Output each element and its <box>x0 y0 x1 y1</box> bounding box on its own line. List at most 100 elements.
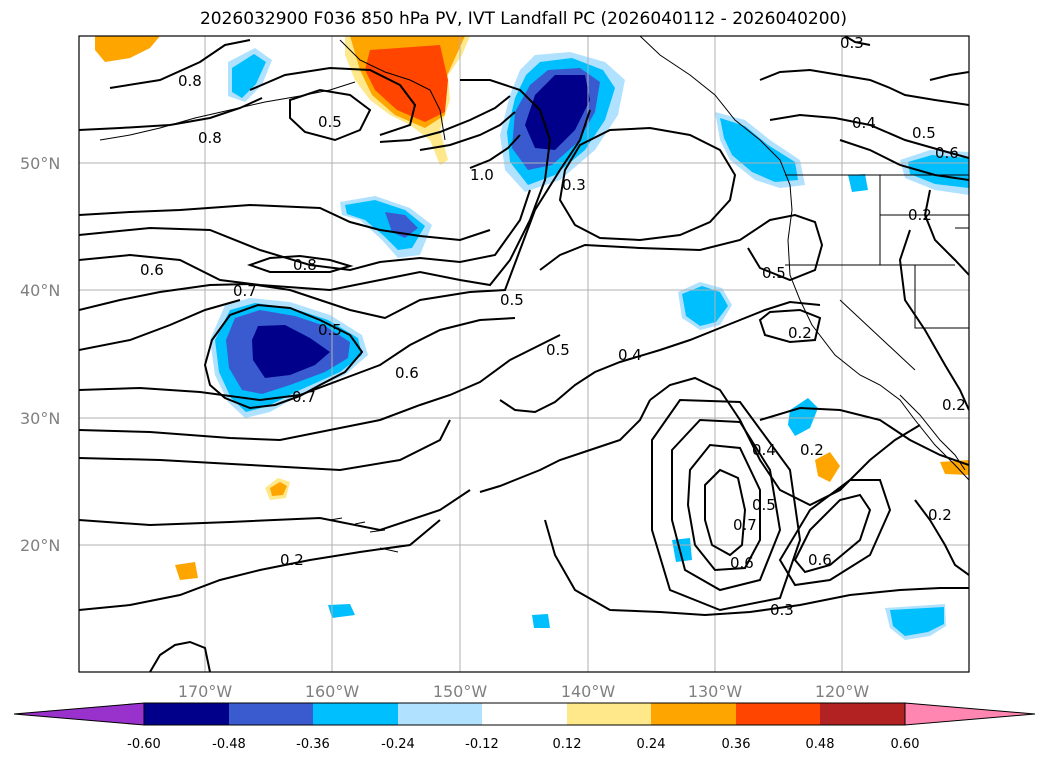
colorbar-tick-label: 0.12 <box>553 737 582 752</box>
contour-label: 0.2 <box>788 324 812 342</box>
contour-line <box>109 39 251 89</box>
contour-label: 0.4 <box>618 346 642 364</box>
contour-line <box>499 300 821 414</box>
contour-label: 0.6 <box>935 144 959 162</box>
contour-label: 0.6 <box>730 554 754 572</box>
state-borders <box>785 174 969 371</box>
contour-line <box>289 88 372 142</box>
contour-line <box>759 406 969 466</box>
lon-label: 130°W <box>688 682 743 701</box>
positive-anomaly-region <box>95 36 160 62</box>
colorbar-low-extension <box>13 702 145 726</box>
colorbar-bin <box>567 703 651 725</box>
negative-anomaly-region <box>848 174 868 192</box>
baja-peninsula <box>899 394 966 471</box>
contour-line <box>79 203 491 242</box>
contour-label: 0.7 <box>733 516 757 534</box>
contour-line <box>671 418 782 592</box>
contour-line <box>79 317 516 402</box>
contour-line <box>898 229 969 411</box>
contour-line <box>79 79 552 292</box>
contour-label: 1.0 <box>470 166 494 184</box>
negative-anomaly-region <box>252 325 330 378</box>
contour-label: 0.2 <box>908 206 932 224</box>
contour-label: 0.2 <box>928 506 952 524</box>
colorbar-tick-label: -0.48 <box>212 737 246 752</box>
lon-label: 120°W <box>815 682 870 701</box>
contour-label: 0.3 <box>770 601 794 619</box>
colorbar-tick-label: -0.60 <box>127 737 161 752</box>
contour-label: 0.8 <box>293 256 317 274</box>
colorbar-tick-label: -0.12 <box>465 737 499 752</box>
colorbar-bin <box>651 703 736 725</box>
contour-lines <box>79 36 969 672</box>
contour-line <box>778 479 892 587</box>
contour-label: 0.8 <box>198 129 222 147</box>
contour-line <box>649 376 921 507</box>
contour-line <box>79 419 451 472</box>
negative-anomaly-region <box>232 54 266 98</box>
shaded-fields <box>95 36 969 640</box>
contour-label: 0.2 <box>800 441 824 459</box>
colorbar-tick-label: 0.36 <box>722 737 751 752</box>
contour-line <box>544 519 969 617</box>
contour-line <box>758 308 822 344</box>
contour-label: 0.5 <box>500 291 524 309</box>
contour-line <box>79 334 561 442</box>
coastlines <box>99 36 969 553</box>
contour-line <box>379 95 511 143</box>
colorbar-tick-label: 0.24 <box>637 737 666 752</box>
contour-line <box>539 213 824 282</box>
contour-label: 0.6 <box>395 364 419 382</box>
contour-line <box>704 468 747 557</box>
lon-label: 150°W <box>433 682 488 701</box>
contour-line <box>249 66 417 136</box>
colorbar-bin <box>398 703 482 725</box>
contour-line <box>419 111 516 151</box>
contour-label: 0.4 <box>852 114 876 132</box>
contour-line <box>914 499 969 576</box>
positive-anomaly-region <box>815 452 840 482</box>
positive-anomaly-region <box>270 482 287 496</box>
negative-anomaly-region <box>788 398 818 436</box>
contour-line <box>203 303 364 410</box>
colorbar-high-extension <box>904 702 1036 726</box>
colorbar-tick-label: -0.36 <box>296 737 330 752</box>
lat-label: 40°N <box>20 281 60 300</box>
hawaii-islands <box>329 517 399 553</box>
north-america-coastline <box>639 36 969 481</box>
contour-line <box>469 134 521 169</box>
contour-line <box>79 189 531 272</box>
positive-anomaly-region <box>940 460 969 475</box>
colorbar-bin <box>482 703 567 725</box>
contour-label: 0.5 <box>762 264 786 282</box>
contour-label: 0.8 <box>178 72 202 90</box>
contour-label: 0.3 <box>562 176 586 194</box>
lat-label: 30°N <box>20 409 60 428</box>
map-title: 2026032900 F036 850 hPa PV, IVT Landfall… <box>199 9 847 29</box>
lon-label: 160°W <box>305 682 360 701</box>
contour-line <box>839 139 969 181</box>
negative-anomaly-region <box>720 118 798 182</box>
contour-label: 0.5 <box>912 124 936 142</box>
contour-label: 0.5 <box>318 113 342 131</box>
colorbar-bin <box>313 703 398 725</box>
contour-line <box>79 299 241 351</box>
contour-label: 0.6 <box>808 551 832 569</box>
contour-label: 0.2 <box>280 551 304 569</box>
contour-label: 0.7 <box>292 388 316 406</box>
contour-label: 0.5 <box>546 341 570 359</box>
contour-line <box>651 398 802 612</box>
contour-label: 0.7 <box>233 282 257 300</box>
contour-line <box>479 399 651 493</box>
contour-line <box>558 126 737 242</box>
colorbar-tick-label: 0.60 <box>891 737 920 752</box>
contour-line <box>769 113 969 159</box>
colorbar: -0.60 -0.48 -0.36 -0.24 -0.12 0.12 0.24 … <box>13 702 1036 752</box>
contour-label: 0.4 <box>752 441 776 459</box>
colorbar-bin <box>820 703 905 725</box>
contour-label: 0.5 <box>318 321 342 339</box>
contour-label: 0.3 <box>840 34 864 52</box>
aleutian-islands <box>99 81 356 141</box>
colorbar-tick-label: -0.24 <box>381 737 415 752</box>
